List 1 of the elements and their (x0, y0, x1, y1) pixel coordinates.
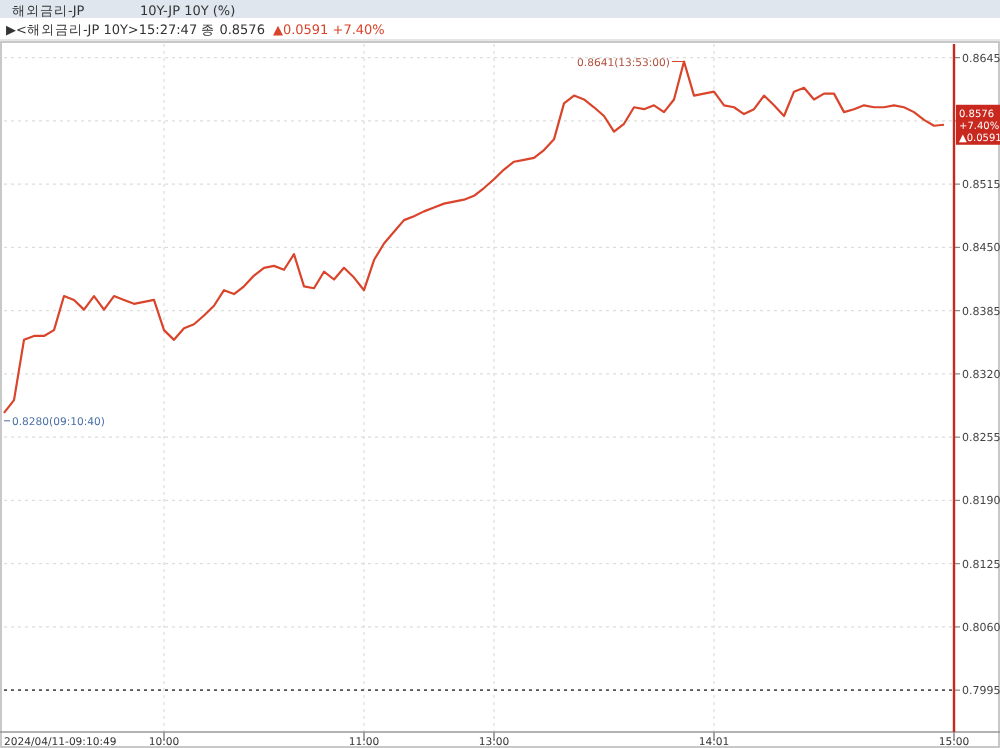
line-series (2, 60, 946, 414)
